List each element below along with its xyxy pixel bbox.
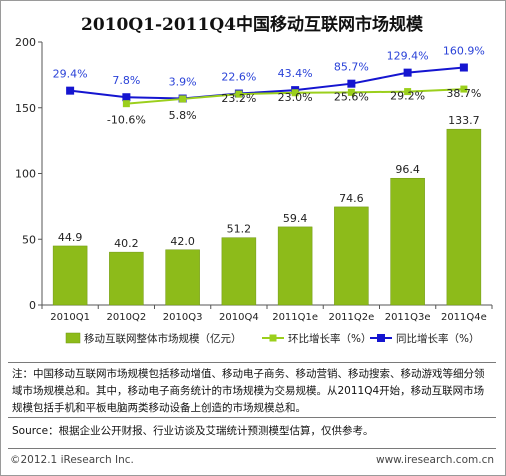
chart-note: 注：中国移动互联网市场规模包括移动增值、移动电子商务、移动营销、移动搜索、移动游… bbox=[12, 368, 485, 414]
qoq-marker bbox=[460, 85, 468, 93]
bar bbox=[165, 249, 200, 306]
yoy-marker bbox=[122, 93, 131, 102]
yoy-series-line bbox=[70, 66, 464, 100]
qoq-marker bbox=[235, 90, 243, 98]
yoy-value-label: 129.4% bbox=[387, 50, 429, 63]
yoy-marker bbox=[347, 79, 356, 88]
x-tick-label: 2010Q2 bbox=[107, 312, 147, 323]
bar-value-label: 51.2 bbox=[227, 223, 252, 236]
yoy-value-label: 43.4% bbox=[278, 67, 313, 80]
x-tick-label: 2011Q2e bbox=[328, 312, 374, 323]
x-tick-label: 2010Q3 bbox=[163, 312, 203, 323]
qoq-value-label: 29.2% bbox=[390, 90, 425, 103]
bar-value-label: 133.7 bbox=[448, 114, 480, 127]
bar-value-label: 40.2 bbox=[114, 237, 139, 250]
bar-value-label: 42.0 bbox=[170, 235, 195, 248]
x-tick-label: 2010Q4 bbox=[219, 312, 259, 323]
yoy-marker bbox=[66, 86, 75, 95]
yoy-value-label: 160.9% bbox=[443, 45, 485, 58]
chart-title: 2010Q1-2011Q4中国移动互联网市场规模 bbox=[81, 15, 423, 35]
divider-middle bbox=[8, 417, 496, 418]
yoy-marker bbox=[403, 68, 412, 77]
x-tick-label: 2011Q4e bbox=[441, 312, 487, 323]
legend-label-yoy: 同比增长率（%） bbox=[396, 332, 479, 345]
qoq-marker bbox=[347, 88, 355, 96]
bar bbox=[334, 206, 369, 306]
qoq-value-label: 38.7% bbox=[446, 87, 481, 100]
yoy-value-label: 22.6% bbox=[221, 71, 256, 84]
legend-marker-yoy bbox=[377, 334, 385, 342]
chart-source: Source：根据企业公开财报、行业访谈及艾瑞统计预测模型估算，仅供参考。 bbox=[12, 425, 374, 437]
x-tick-label: 2011Q3e bbox=[385, 312, 431, 323]
qoq-value-label: 23.0% bbox=[278, 91, 313, 104]
y-tick-label: 0 bbox=[29, 299, 36, 312]
yoy-value-label: 7.8% bbox=[112, 74, 140, 87]
website-link[interactable]: www.iresearch.com.cn bbox=[375, 454, 494, 466]
legend-label-bar: 移动互联网整体市场规模（亿元） bbox=[84, 332, 242, 345]
x-tick-label: 2011Q1e bbox=[272, 312, 318, 323]
yoy-marker bbox=[459, 63, 468, 72]
qoq-marker bbox=[122, 100, 130, 108]
legend-swatch-bar bbox=[65, 332, 81, 344]
yoy-value-label: 3.9% bbox=[169, 76, 197, 89]
qoq-marker bbox=[179, 95, 187, 103]
y-tick-label: 100 bbox=[15, 168, 36, 181]
qoq-marker bbox=[291, 89, 299, 97]
bar-value-label: 44.9 bbox=[58, 231, 83, 244]
y-tick-label: 200 bbox=[15, 36, 36, 49]
bar-value-label: 74.6 bbox=[339, 192, 364, 205]
yoy-value-label: 29.4% bbox=[53, 68, 88, 81]
chart-plot: 0 50 100 150 200 2010Q1 2010Q2 2010Q3 2010Q4 2011… bbox=[15, 36, 493, 345]
x-tick-label: 2010Q1 bbox=[50, 312, 90, 323]
divider-bottom bbox=[8, 448, 496, 449]
bar-value-label: 96.4 bbox=[395, 163, 420, 176]
y-tick-label: 150 bbox=[15, 102, 36, 115]
bar-value-label: 59.4 bbox=[283, 212, 308, 225]
qoq-value-label: 25.6% bbox=[334, 90, 369, 103]
bar bbox=[390, 177, 425, 306]
qoq-value-label: 23.2% bbox=[221, 92, 256, 105]
bar bbox=[446, 128, 482, 306]
y-tick-label: 50 bbox=[22, 233, 36, 246]
qoq-marker bbox=[404, 88, 412, 96]
qoq-value-label: 5.8% bbox=[169, 109, 197, 122]
qoq-value-label: -10.6% bbox=[107, 114, 146, 127]
divider-top bbox=[8, 362, 496, 363]
legend-label-qoq: 环比增长率（%） bbox=[288, 332, 371, 345]
bar bbox=[109, 251, 144, 306]
bar bbox=[277, 226, 313, 306]
yoy-value-label: 85.7% bbox=[334, 61, 369, 74]
bar bbox=[221, 237, 257, 306]
legend-marker-qoq bbox=[269, 334, 277, 342]
bar bbox=[52, 245, 88, 306]
copyright-text: ©2012.1 iResearch Inc. bbox=[10, 454, 134, 466]
